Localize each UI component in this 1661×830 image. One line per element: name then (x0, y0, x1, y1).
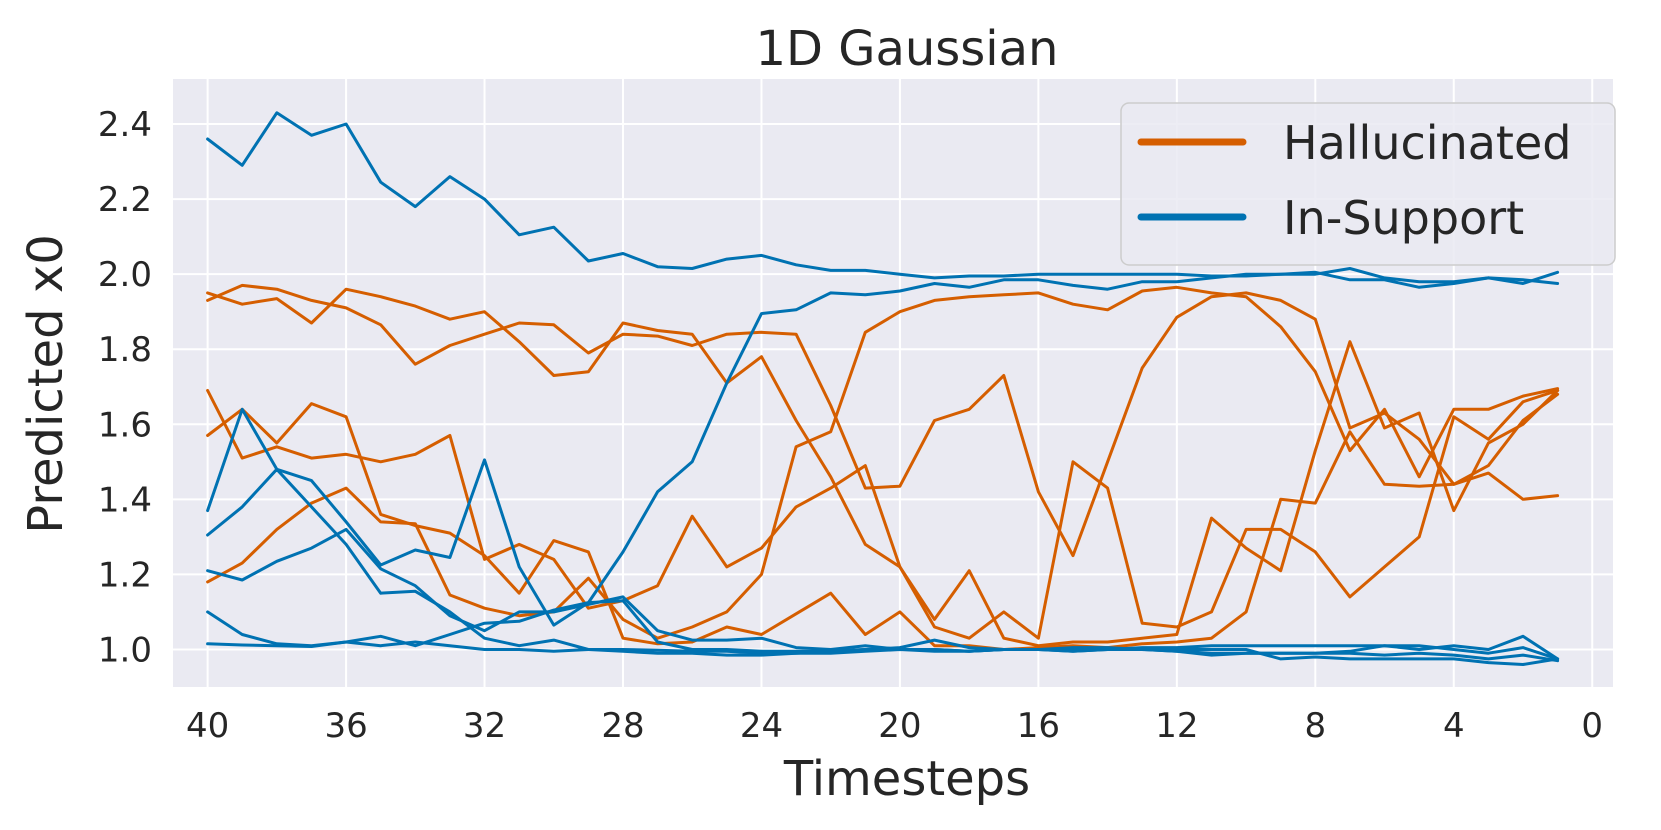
x-tick-label: 40 (186, 706, 229, 746)
series-line-hallucinated-2 (206, 283, 1560, 558)
y-tick-label: 1.0 (98, 630, 152, 670)
series-line-hallucinated-4 (206, 402, 1560, 651)
x-tick-label: 20 (878, 706, 921, 746)
y-tick-label: 2.0 (98, 255, 152, 295)
x-tick-label: 0 (1581, 706, 1603, 746)
series-lines (206, 111, 1560, 666)
series-line-in-support-6 (206, 111, 1560, 289)
x-axis-title: Timesteps (783, 751, 1030, 807)
legend-label-hallucinated: Hallucinated (1283, 116, 1571, 170)
series-line-hallucinated-3 (206, 389, 1560, 640)
y-tick-label: 1.8 (98, 330, 152, 370)
y-tick-label: 2.4 (98, 105, 152, 145)
series-line-hallucinated-5 (206, 285, 1560, 640)
series-line-in-support-9 (206, 527, 1560, 666)
x-tick-label: 24 (740, 706, 783, 746)
series-line-in-support-11 (206, 640, 1560, 663)
x-tick-labels: 40 36 32 28 24 20 16 12 8 4 0 (186, 706, 1603, 746)
chart-title: 1D Gaussian (756, 21, 1059, 77)
x-tick-label: 4 (1443, 706, 1465, 746)
legend: Hallucinated In-Support (1120, 102, 1616, 266)
legend-label-in-support: In-Support (1283, 191, 1524, 245)
x-tick-label: 12 (1155, 706, 1198, 746)
x-tick-label: 36 (324, 706, 367, 746)
x-tick-label: 8 (1304, 706, 1326, 746)
y-tick-label: 1.6 (98, 405, 152, 445)
y-tick-labels: 1.0 1.2 1.4 1.6 1.8 2.0 2.2 2.4 (98, 105, 152, 670)
series-line-in-support-7 (206, 267, 1560, 627)
x-tick-label: 32 (463, 706, 506, 746)
y-tick-label: 2.2 (98, 180, 152, 220)
x-tick-label: 28 (601, 706, 644, 746)
y-tick-label: 1.2 (98, 555, 152, 595)
series-line-hallucinated-1 (206, 287, 1560, 648)
y-axis-title: Predicted x0 (18, 234, 74, 534)
x-tick-label: 16 (1017, 706, 1060, 746)
y-tick-label: 1.4 (98, 480, 152, 520)
